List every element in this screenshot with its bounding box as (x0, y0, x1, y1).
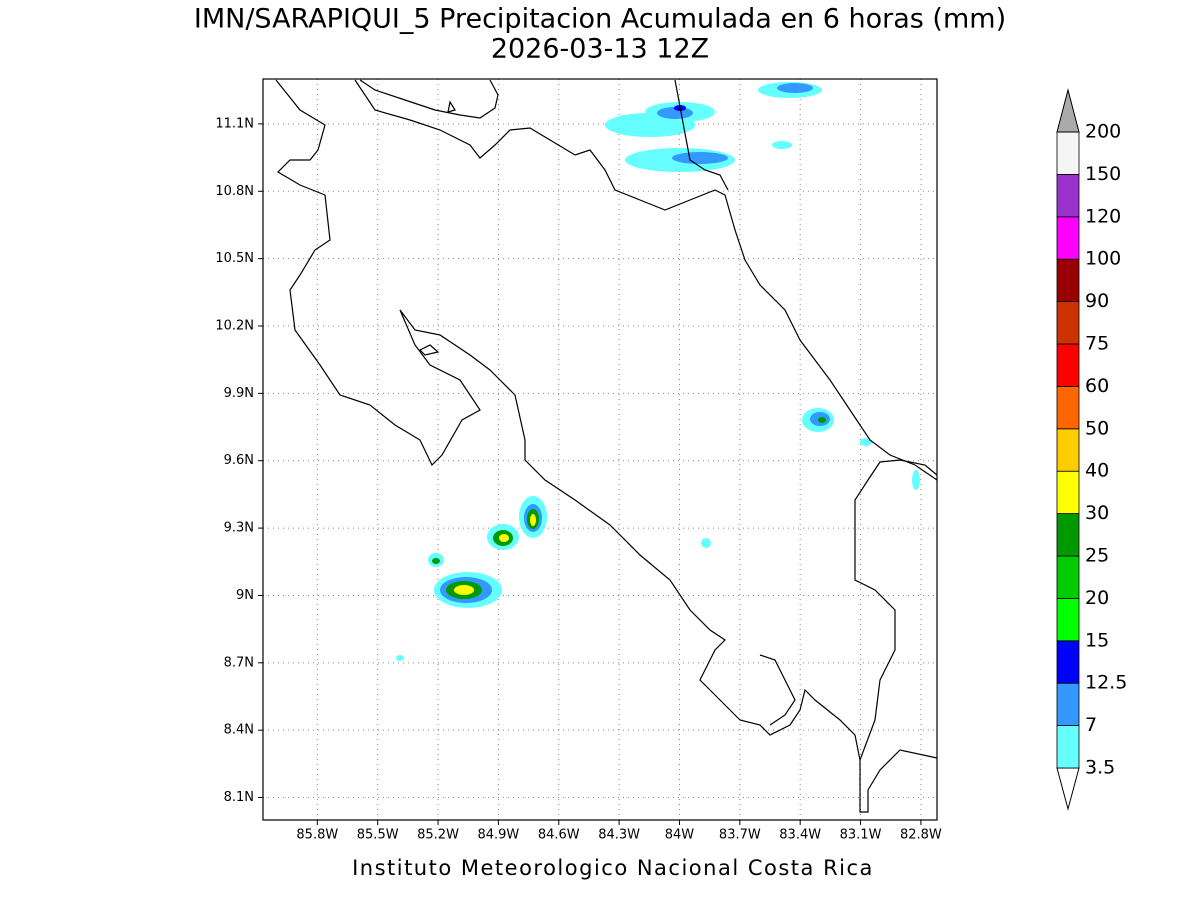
colorbar-label: 50 (1085, 417, 1109, 439)
x-tick-label: 84.3W (598, 828, 640, 843)
colorbar-box (1056, 555, 1080, 599)
rain-area (701, 538, 711, 548)
y-tick-label: 9.9N (224, 386, 254, 401)
rain-area (912, 470, 920, 490)
y-tick-label: 9N (236, 588, 254, 603)
x-tick-label: 83.1W (840, 828, 882, 843)
colorbar-label: 7 (1085, 714, 1097, 736)
colorbar-box (1056, 216, 1080, 260)
coastline (418, 100, 456, 356)
x-tick-label: 85.5W (357, 828, 399, 843)
rain-area (772, 141, 792, 149)
rain-area (672, 152, 728, 164)
y-tick-label: 9.6N (224, 453, 254, 468)
colorbar-label: 3.5 (1085, 757, 1115, 779)
coastline (759, 654, 796, 726)
colorbar-extend-high (1056, 88, 1080, 133)
colorbar-label: 90 (1085, 290, 1109, 312)
colorbar-box (1056, 725, 1080, 769)
map-frame (262, 78, 938, 821)
coastline (854, 459, 938, 761)
x-tick-label: 85.2W (417, 828, 459, 843)
rain-area (396, 655, 404, 661)
colorbar: 3.5 7 12.5 15 20 25 30 40 50 60 75 90 100 120 150 200 (1056, 88, 1127, 811)
colorbar-label: 200 (1085, 121, 1121, 143)
colorbar-box (1056, 173, 1080, 218)
x-tick-label: 83.4W (779, 828, 821, 843)
x-tick-label: 82.8W (900, 828, 942, 843)
y-tick-label: 8.7N (224, 655, 254, 670)
colorbar-extend-low (1056, 767, 1080, 811)
colorbar-label: 120 (1085, 205, 1121, 227)
x-tick-label: 84.6W (538, 828, 580, 843)
y-tick-label: 8.4N (224, 723, 254, 738)
coastline (359, 79, 499, 119)
colorbar-label: 60 (1085, 375, 1109, 397)
rain-area (777, 83, 813, 93)
colorbar-box (1056, 470, 1080, 515)
colorbar-label: 12.5 (1085, 672, 1127, 694)
colorbar-label: 40 (1085, 460, 1109, 482)
colorbar-label: 150 (1085, 163, 1121, 185)
coastline (674, 79, 729, 191)
y-tick-label: 9.3N (224, 521, 254, 536)
rain-area (432, 558, 440, 564)
map-title: IMN/SARAPIQUI_5 Precipitacion Acumulada … (194, 4, 1006, 35)
footer: Instituto Meteorologico Nacional Costa R… (352, 856, 874, 880)
rain-area (530, 514, 536, 526)
precipitation (396, 82, 920, 661)
x-tick-label: 85.8W (296, 828, 338, 843)
colorbar-box (1056, 131, 1080, 175)
colorbar-box (1056, 513, 1080, 557)
map-subtitle: 2026-03-13 12Z (491, 34, 709, 65)
rain-area (818, 417, 826, 423)
grid (263, 79, 937, 820)
y-tick-label: 10.8N (215, 184, 254, 199)
coastline (354, 79, 938, 481)
colorbar-box (1056, 301, 1080, 345)
colorbar-label: 15 (1085, 629, 1109, 651)
y-tick-label: 11.1N (215, 116, 254, 131)
colorbar-box (1056, 598, 1080, 642)
colorbar-label: 100 (1085, 248, 1121, 270)
rain-area (860, 438, 872, 446)
coastlines (275, 79, 938, 813)
colorbar-box (1056, 343, 1080, 387)
colorbar-box (1056, 640, 1080, 684)
colorbar-box (1056, 682, 1080, 727)
x-tick-label: 84W (665, 828, 695, 843)
rain-area (499, 534, 509, 542)
colorbar-label: 20 (1085, 587, 1109, 609)
colorbar-box (1056, 258, 1080, 303)
y-tick-label: 10.5N (215, 251, 254, 266)
coastline (275, 79, 938, 813)
colorbar-label: 75 (1085, 333, 1109, 355)
rain-area (454, 585, 474, 595)
colorbar-box (1056, 428, 1080, 472)
y-tick-label: 8.1N (224, 790, 254, 805)
x-tick-label: 84.9W (477, 828, 519, 843)
colorbar-box (1056, 385, 1080, 430)
colorbar-label: 30 (1085, 502, 1109, 524)
x-tick-label: 83.7W (719, 828, 761, 843)
colorbar-label: 25 (1085, 545, 1109, 567)
y-tick-label: 10.2N (215, 319, 254, 334)
